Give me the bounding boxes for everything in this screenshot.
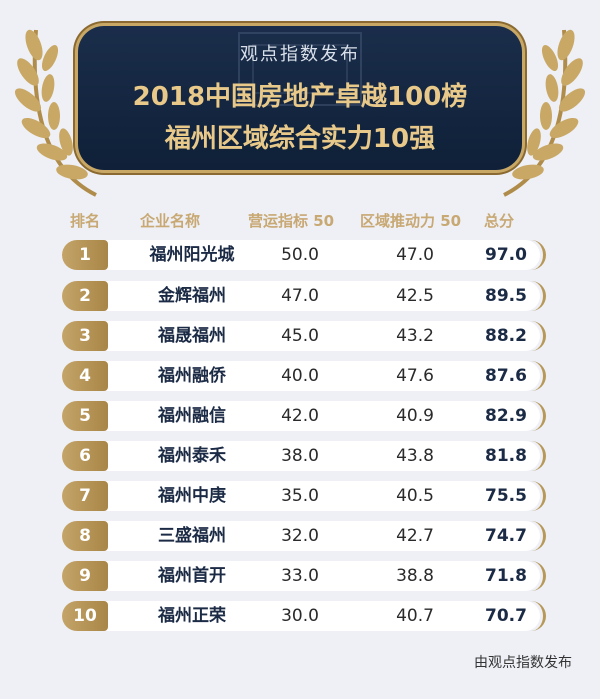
company-name: 福州首开 xyxy=(158,566,226,586)
row-background xyxy=(62,281,540,311)
row-end-cap xyxy=(513,361,546,391)
row-background xyxy=(62,561,540,591)
operations-score: 47.0 xyxy=(281,286,319,306)
operations-score: 50.0 xyxy=(281,245,319,265)
regional-score: 43.2 xyxy=(396,326,434,346)
banner-panel: 观点指数发布 2018中国房地产卓越100榜 福州区域综合实力10强 xyxy=(78,26,522,170)
company-name: 福州泰禾 xyxy=(158,446,226,466)
title-banner: 观点指数发布 2018中国房地产卓越100榜 福州区域综合实力10强 xyxy=(0,0,600,200)
row-end-cap xyxy=(513,481,546,511)
table-row: 3 福晟福州 45.0 43.2 88.2 xyxy=(62,321,546,351)
publisher-credit: 由观点指数发布 xyxy=(474,655,572,671)
row-background xyxy=(62,401,540,431)
row-background xyxy=(62,361,540,391)
company-name: 福晟福州 xyxy=(158,326,226,346)
row-background xyxy=(62,521,540,551)
rank-badge: 1 xyxy=(62,240,108,270)
total-score: 81.8 xyxy=(485,446,527,466)
row-background xyxy=(62,441,540,471)
company-name: 福州正荣 xyxy=(158,606,226,626)
header-regional: 区域推动力 50 xyxy=(360,212,462,230)
company-name: 福州阳光城 xyxy=(149,245,235,265)
rank-badge: 5 xyxy=(62,401,108,431)
row-background xyxy=(62,240,540,270)
row-end-cap xyxy=(513,561,546,591)
total-score: 70.7 xyxy=(485,606,527,626)
operations-score: 35.0 xyxy=(281,486,319,506)
regional-score: 47.0 xyxy=(396,245,434,265)
rank-badge: 6 xyxy=(62,441,108,471)
table-row: 7 福州中庚 35.0 40.5 75.5 xyxy=(62,481,546,511)
operations-score: 45.0 xyxy=(281,326,319,346)
company-name: 福州中庚 xyxy=(158,486,226,506)
laurel-right-icon xyxy=(503,29,586,197)
row-background xyxy=(62,321,540,351)
regional-score: 40.9 xyxy=(396,406,434,426)
row-end-cap xyxy=(513,240,546,270)
row-end-cap xyxy=(513,321,546,351)
table-row: 10 福州正荣 30.0 40.7 70.7 xyxy=(62,601,546,631)
rank-badge: 9 xyxy=(62,561,108,591)
table-row: 6 福州泰禾 38.0 43.8 81.8 xyxy=(62,441,546,471)
banner-title-line1: 2018中国房地产卓越100榜 xyxy=(132,82,468,112)
operations-score: 42.0 xyxy=(281,406,319,426)
laurel-left-icon xyxy=(14,29,97,197)
operations-score: 32.0 xyxy=(281,526,319,546)
rank-badge: 8 xyxy=(62,521,108,551)
table-row: 1 福州阳光城 50.0 47.0 97.0 xyxy=(62,240,546,270)
company-name: 福州融信 xyxy=(158,406,226,426)
total-score: 71.8 xyxy=(485,566,527,586)
company-name: 三盛福州 xyxy=(158,526,226,546)
table-row: 2 金辉福州 47.0 42.5 89.5 xyxy=(62,281,546,311)
table-header: 排名 企业名称 营运指标 50 区域推动力 50 总分 xyxy=(0,210,600,234)
table-row: 5 福州融信 42.0 40.9 82.9 xyxy=(62,401,546,431)
operations-score: 38.0 xyxy=(281,446,319,466)
rank-badge: 7 xyxy=(62,481,108,511)
row-end-cap xyxy=(513,441,546,471)
header-operations: 营运指标 50 xyxy=(248,212,335,230)
regional-score: 40.7 xyxy=(396,606,434,626)
table-row: 9 福州首开 33.0 38.8 71.8 xyxy=(62,561,546,591)
row-end-cap xyxy=(513,281,546,311)
banner-title-line2: 福州区域综合实力10强 xyxy=(164,124,436,154)
table-row: 4 福州融侨 40.0 47.6 87.6 xyxy=(62,361,546,391)
operations-score: 40.0 xyxy=(281,366,319,386)
rank-badge: 2 xyxy=(62,281,108,311)
row-background xyxy=(62,601,540,631)
total-score: 75.5 xyxy=(485,486,527,506)
regional-score: 38.8 xyxy=(396,566,434,586)
regional-score: 47.6 xyxy=(396,366,434,386)
table-row: 8 三盛福州 32.0 42.7 74.7 xyxy=(62,521,546,551)
operations-score: 33.0 xyxy=(281,566,319,586)
header-total: 总分 xyxy=(484,212,515,230)
row-end-cap xyxy=(513,401,546,431)
rank-badge: 10 xyxy=(62,601,108,631)
total-score: 97.0 xyxy=(485,245,527,265)
total-score: 88.2 xyxy=(485,326,527,346)
company-name: 金辉福州 xyxy=(158,286,226,306)
total-score: 87.6 xyxy=(485,366,527,386)
regional-score: 42.5 xyxy=(396,286,434,306)
operations-score: 30.0 xyxy=(281,606,319,626)
total-score: 89.5 xyxy=(485,286,527,306)
total-score: 74.7 xyxy=(485,526,527,546)
regional-score: 42.7 xyxy=(396,526,434,546)
banner-subtitle: 观点指数发布 xyxy=(240,44,360,65)
header-rank: 排名 xyxy=(70,212,101,230)
total-score: 82.9 xyxy=(485,406,527,426)
regional-score: 43.8 xyxy=(396,446,434,466)
banner-pattern xyxy=(238,32,362,106)
company-name: 福州融侨 xyxy=(158,366,226,386)
row-end-cap xyxy=(513,601,546,631)
rank-badge: 4 xyxy=(62,361,108,391)
header-company: 企业名称 xyxy=(140,212,201,230)
row-background xyxy=(62,481,540,511)
regional-score: 40.5 xyxy=(396,486,434,506)
rank-badge: 3 xyxy=(62,321,108,351)
row-end-cap xyxy=(513,521,546,551)
